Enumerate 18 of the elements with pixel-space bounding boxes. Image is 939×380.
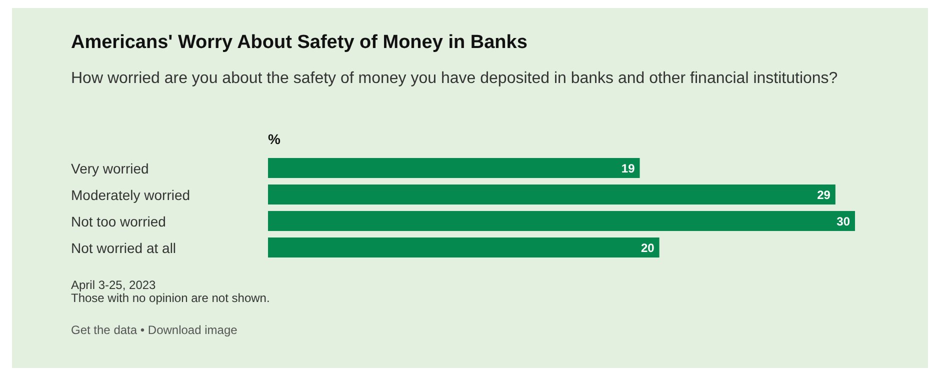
data-label: 19 — [621, 161, 636, 176]
text: Get the data • Download image — [71, 323, 238, 337]
x-axis-title: % — [268, 131, 280, 147]
bar — [268, 184, 836, 204]
bar — [268, 158, 640, 178]
text: April 3-25, 2023 — [71, 278, 157, 292]
text: Those with no opinion are not shown. — [71, 291, 270, 305]
data-label: 20 — [640, 240, 655, 255]
data-label: 30 — [836, 214, 850, 228]
chart-title: Americans' Worry About Safety of Money in Banks — [71, 32, 528, 54]
y-tick-label: Not too worried — [71, 213, 166, 230]
bar — [268, 238, 660, 258]
data-label: 29 — [817, 188, 831, 202]
y-tick-label: Very worried — [71, 160, 149, 176]
bar — [268, 211, 855, 231]
chart-subtitle: How worried are you about the safety of money you have deposited in banks and other financial institutions? — [71, 70, 838, 88]
y-tick-label: Not worried at all — [71, 240, 176, 256]
y-tick-label: Moderately worried — [71, 186, 190, 203]
